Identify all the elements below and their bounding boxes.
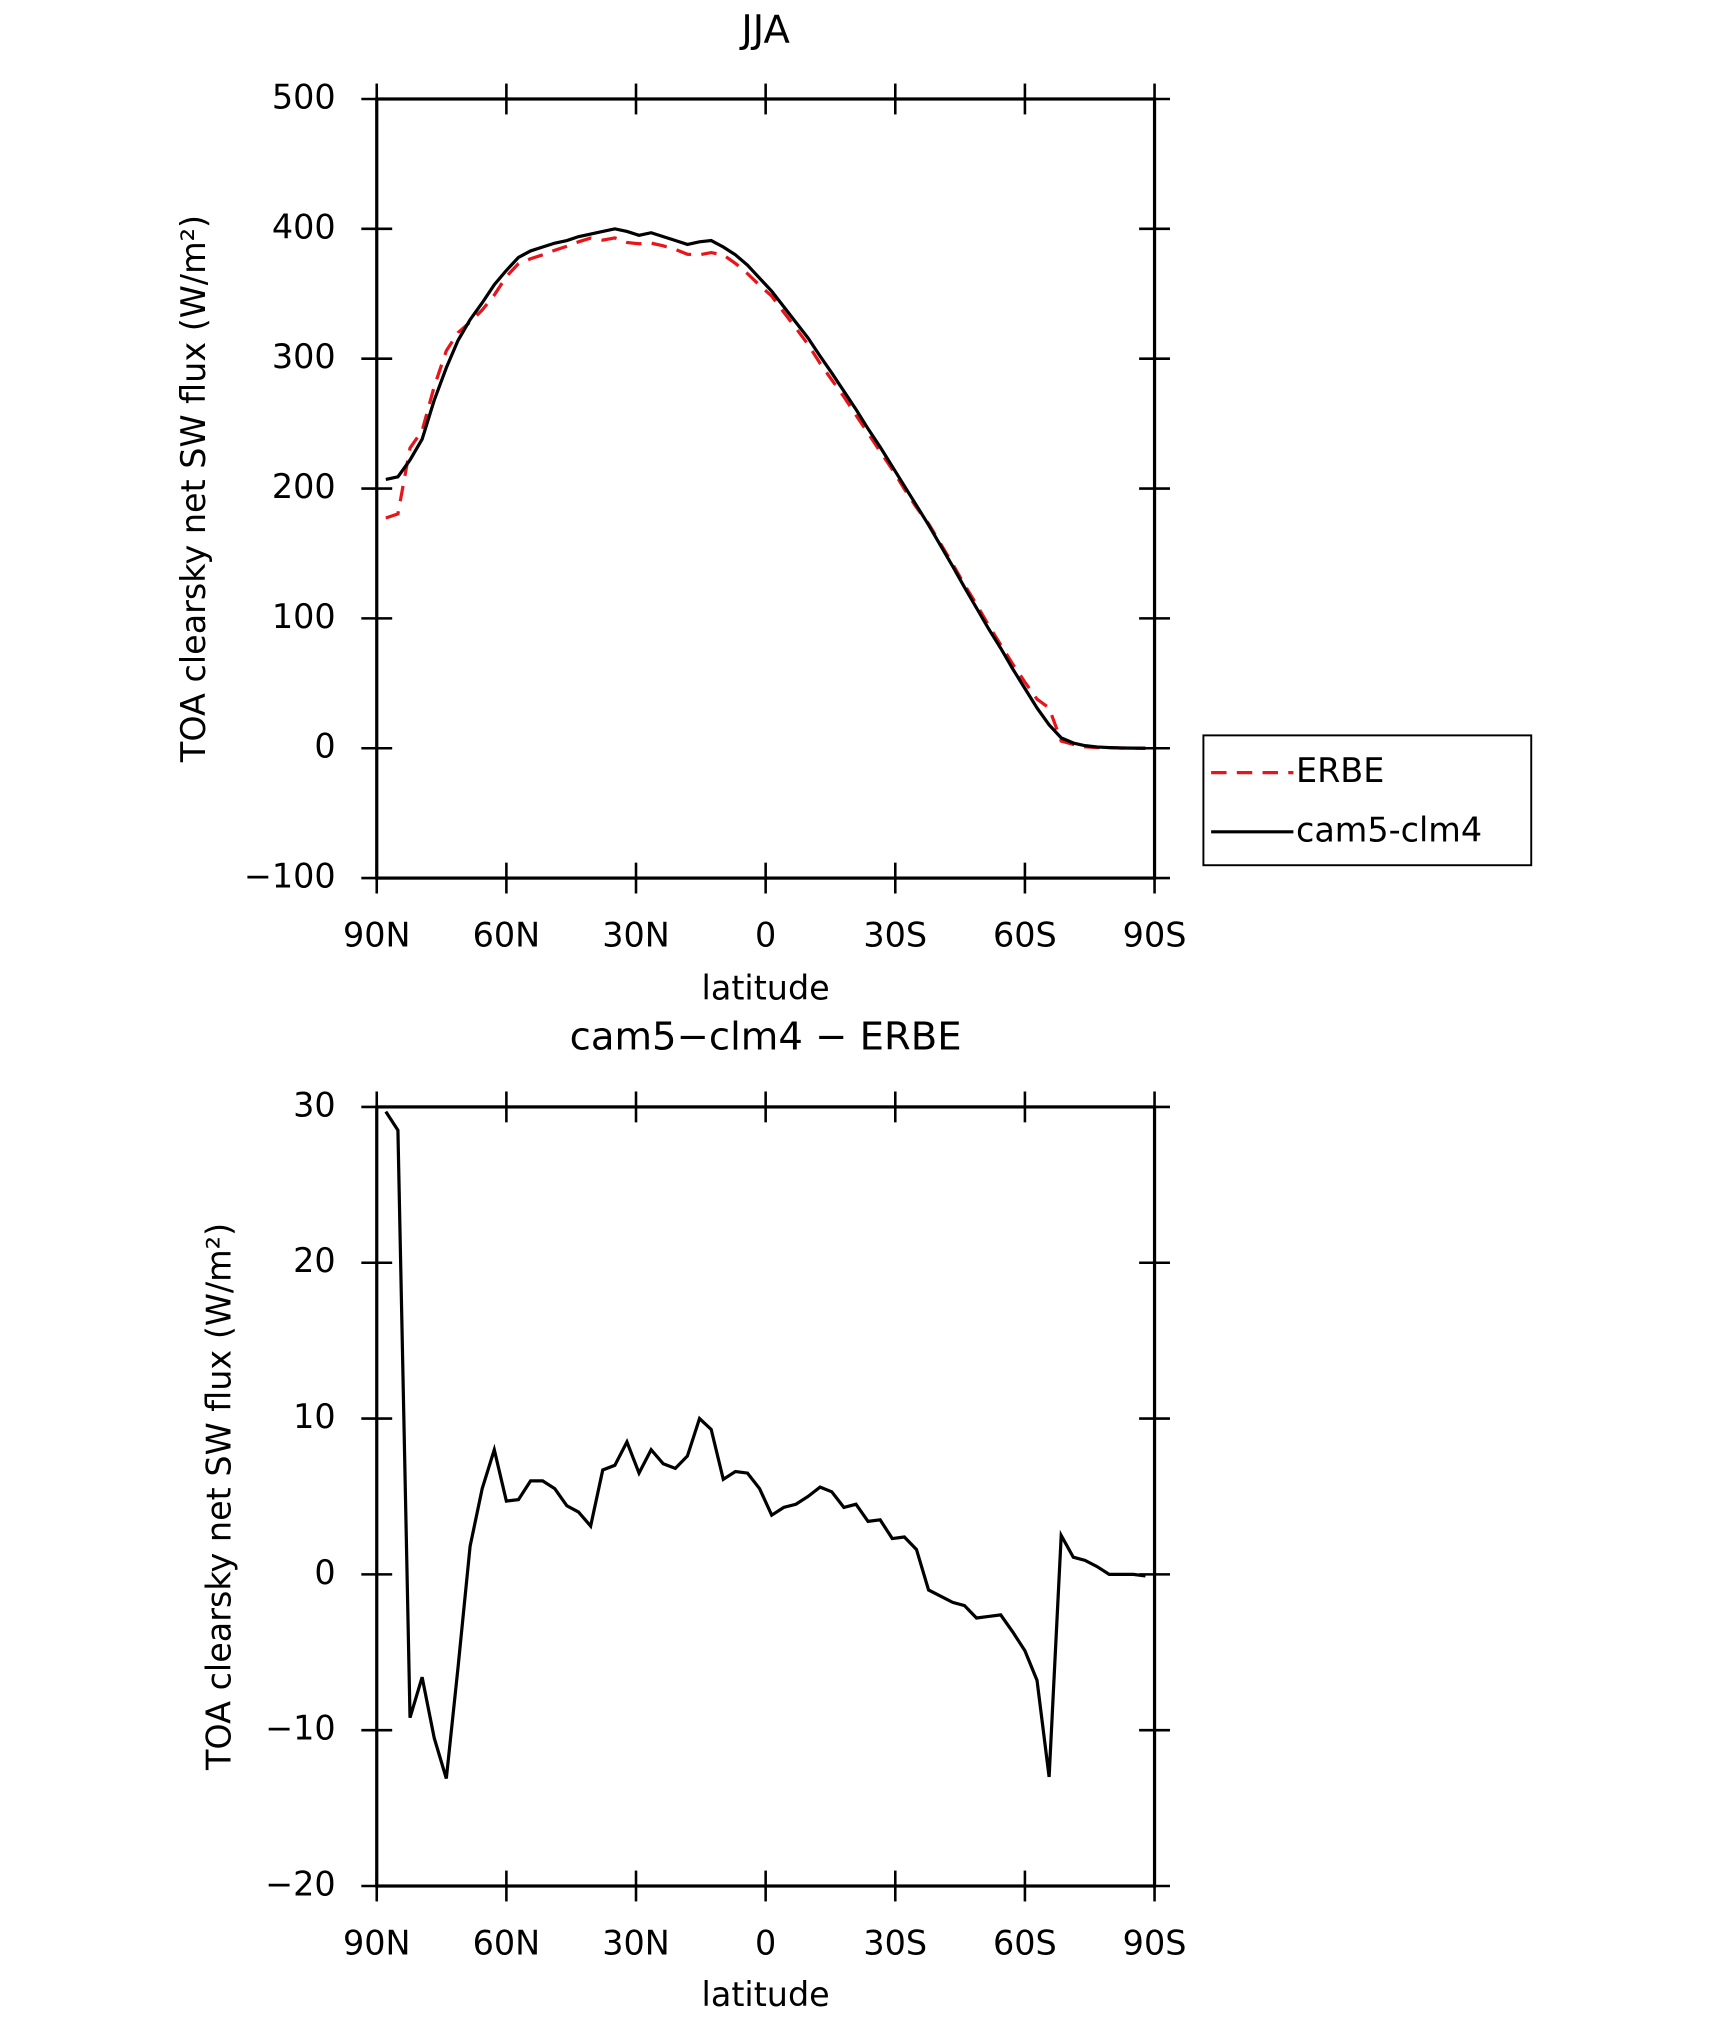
x-tick-label: 90N: [343, 1924, 411, 1963]
data-line: [384, 1110, 1146, 1779]
data-line: [385, 227, 1146, 750]
legend-box: [1202, 734, 1533, 867]
x-tick-label: 30N: [602, 1924, 670, 1963]
legend-label: cam5-clm4: [1296, 810, 1482, 849]
x-tick-label: 90S: [1123, 1924, 1187, 1963]
x-axis-label: latitude: [702, 968, 830, 1007]
y-tick-label: 500: [272, 77, 336, 116]
data-line: [385, 236, 1146, 750]
plot-frame: [375, 97, 1157, 880]
x-tick-label: 30S: [863, 916, 927, 955]
x-tick-label: 60N: [473, 1924, 541, 1963]
x-tick-label: 30S: [863, 1924, 927, 1963]
x-tick-label: 0: [755, 1924, 776, 1963]
x-tick-label: 60N: [473, 916, 541, 955]
y-axis-label: TOA clearsky net SW flux (W/m²): [174, 215, 213, 763]
y-tick-label: 200: [272, 467, 336, 506]
y-tick-label: −10: [265, 1709, 336, 1748]
x-tick-label: 0: [755, 916, 776, 955]
y-tick-label: 300: [272, 337, 336, 376]
legend-label: ERBE: [1296, 751, 1384, 790]
x-tick-label: 30N: [602, 916, 670, 955]
y-tick-label: 100: [272, 597, 336, 636]
y-tick-label: 10: [293, 1397, 336, 1436]
chart-title: JJA: [739, 8, 790, 53]
x-tick-label: 90S: [1123, 916, 1187, 955]
y-tick-label: 0: [314, 1553, 335, 1592]
y-tick-label: 0: [314, 727, 335, 766]
x-axis-label: latitude: [702, 1975, 830, 2014]
y-tick-label: 30: [293, 1085, 336, 1124]
y-tick-label: −20: [265, 1865, 336, 1904]
plot-frame: [375, 1105, 1157, 1888]
x-tick-label: 60S: [993, 1924, 1057, 1963]
y-axis-label: TOA clearsky net SW flux (W/m²): [200, 1223, 239, 1771]
chart-title: cam5−clm4 − ERBE: [570, 1014, 962, 1059]
legend: ERBE cam5-clm4: [1202, 734, 1533, 867]
y-tick-label: 20: [293, 1241, 336, 1280]
x-tick-label: 60S: [993, 916, 1057, 955]
y-tick-label: 400: [272, 207, 336, 246]
y-tick-label: −100: [244, 857, 336, 896]
x-tick-label: 90N: [343, 916, 411, 955]
